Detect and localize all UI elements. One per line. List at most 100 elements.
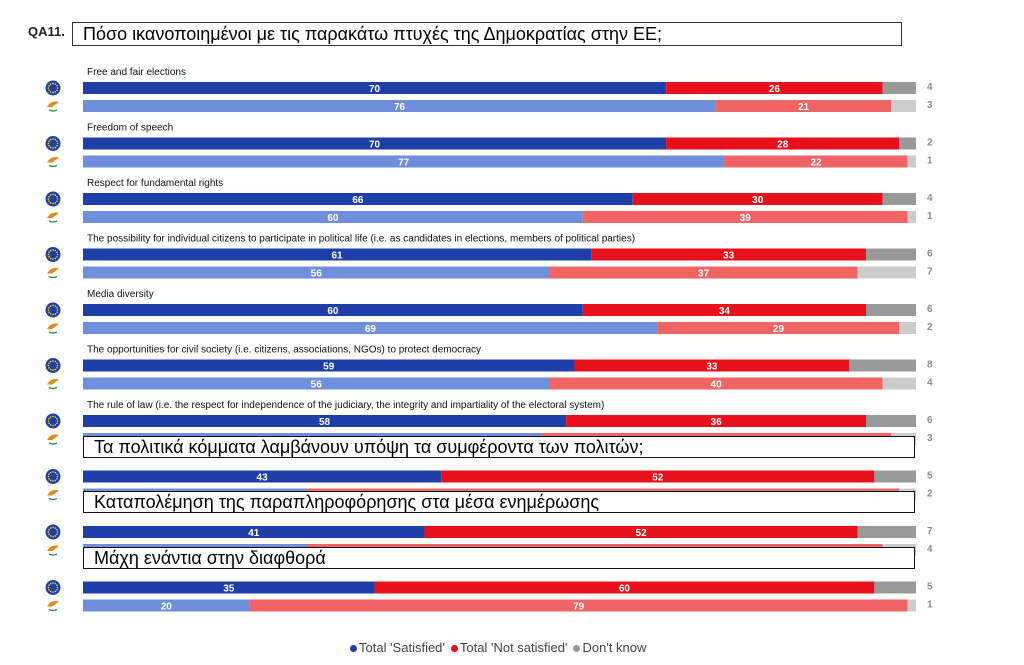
data-label: 33 [706,362,718,373]
data-label: 35 [223,584,235,595]
eu-flag-icon [45,524,61,540]
satisfied-bar-eu [83,248,592,261]
cyprus-flag-icon [47,601,59,612]
not-satisfied-bar-cy [582,211,908,223]
eu-flag-icon [45,413,61,429]
data-label: 29 [773,324,785,335]
data-label: 37 [698,269,710,280]
data-label: 56 [311,269,323,280]
cyprus-flag-icon [47,212,59,223]
dont-know-label: 2 [927,138,933,149]
category-label: The rule of law (i.e. the respect for in… [87,400,604,411]
category-label: Respect for fundamental rights [87,178,223,189]
data-label: 34 [719,306,731,317]
data-label: 52 [636,528,648,539]
dont-know-bar-eu [874,470,916,483]
not-satisfied-bar-eu [574,359,850,372]
satisfied-bar-eu [83,359,575,372]
cyprus-flag-icon [47,323,59,334]
dont-know-label: 2 [927,322,933,333]
dont-know-label: 4 [927,544,933,555]
dont-know-label: 1 [927,211,933,222]
data-label: 66 [352,195,364,206]
data-label: 58 [319,417,331,428]
dont-know-label: 3 [927,433,933,444]
satisfied-bar-cy [83,211,583,223]
eu-flag-icon [45,247,61,262]
cyprus-flag-icon [47,434,59,445]
category-label: Free and fair elections [87,67,186,78]
cyprus-flag-icon [47,379,59,390]
data-label: 52 [652,473,664,484]
cyprus-flag-icon [47,545,59,556]
legend-label: Don't know [582,640,647,655]
legend: Total 'Satisfied' Total 'Not satisfied' Do… [350,640,652,655]
data-label: 60 [327,306,339,317]
cyprus-flag-icon [47,490,59,501]
dont-know-bar-eu [899,137,916,150]
dont-know-bar-cy [891,100,916,112]
satisfied-bar-eu [83,526,425,538]
data-label: 21 [798,102,810,113]
not-satisfied-bar-eu [374,581,875,594]
dont-know-label: 4 [927,378,933,389]
data-label: 59 [323,362,335,373]
eu-flag-icon [45,302,61,318]
dont-know-bar-eu [866,248,916,261]
not-satisfied-bar-cy [249,599,908,612]
overlay-category-label: Μάχη ενάντια στην διαφθορά [83,546,915,569]
data-label: 70 [369,84,381,95]
dont-know-bar-eu [882,82,916,94]
not-satisfied-bar-eu [582,304,867,316]
data-label: 33 [723,251,735,262]
data-label: 26 [769,84,781,95]
data-label: 69 [365,324,377,335]
data-label: 60 [327,213,339,224]
data-label: 22 [810,158,822,169]
satisfied-bar-cy [83,599,250,612]
category-label: The possibility for individual citizens … [87,234,635,245]
data-label: 36 [711,417,723,428]
dont-know-label: 4 [927,82,933,93]
legend-item: Total 'Satisfied' [350,640,445,655]
satisfied-bar-eu [83,304,583,316]
satisfied-bar-eu [83,82,667,94]
dont-know-bar-cy [857,266,916,279]
legend-dot-icon [450,644,458,652]
overlay-category-label: Καταπολέμηση της παραπληροφόρησης στα μέ… [83,491,915,513]
data-label: 61 [331,251,343,262]
dont-know-bar-eu [874,581,916,594]
data-label: 60 [619,584,631,595]
not-satisfied-bar-cy [549,377,883,390]
dont-know-bar-cy [907,155,916,168]
dont-know-label: 4 [927,193,933,204]
satisfied-bar-eu [83,137,667,150]
dont-know-label: 3 [927,100,933,111]
dont-know-label: 5 [927,582,933,593]
data-label: 40 [711,380,723,391]
not-satisfied-bar-eu [666,137,900,150]
eu-flag-icon [45,358,61,373]
legend-dot-icon [350,644,357,652]
cyprus-flag-icon [47,157,59,168]
dont-know-label: 7 [927,526,933,537]
not-satisfied-bar-eu [591,248,867,261]
data-label: 76 [394,102,406,113]
satisfied-bar-cy [83,100,717,112]
data-label: 43 [257,473,269,484]
dont-know-bar-eu [849,359,916,372]
not-satisfied-bar-eu [632,193,883,205]
satisfied-bar-cy [83,377,550,390]
category-label: The opportunities for civil society (i.e… [87,345,481,356]
legend-label: Total 'Not satisfied' [459,640,568,655]
data-label: 70 [369,140,381,151]
not-satisfied-bar-eu [424,526,858,538]
satisfied-bar-cy [83,266,550,279]
category-label: Media diversity [87,289,154,300]
dont-know-label: 1 [927,156,933,167]
data-label: 39 [740,213,752,224]
not-satisfied-bar-cy [549,266,858,279]
data-label: 30 [752,195,764,206]
dont-know-bar-eu [866,415,916,427]
data-label: 28 [777,140,789,151]
